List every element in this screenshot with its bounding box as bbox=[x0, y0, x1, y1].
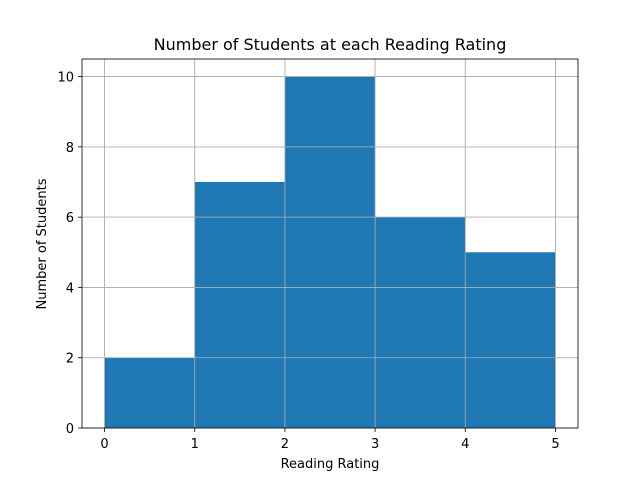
x-tick-label: 2 bbox=[281, 437, 289, 452]
y-tick-label: 0 bbox=[66, 422, 74, 437]
x-tick-label: 4 bbox=[461, 437, 469, 452]
bars-layer bbox=[104, 76, 556, 429]
histogram-bar bbox=[465, 252, 556, 428]
y-tick-label: 4 bbox=[66, 281, 74, 296]
y-tick-label: 2 bbox=[66, 352, 74, 367]
axes-frame bbox=[81, 58, 579, 429]
histogram-bar bbox=[194, 182, 285, 428]
histogram-bar bbox=[284, 76, 376, 429]
ticks-layer: 0 1 2 3 4 5 0 2 4 6 8 10 bbox=[57, 71, 559, 452]
x-tick-label: 0 bbox=[100, 437, 108, 452]
plot-frame bbox=[81, 58, 579, 429]
chart-title: Number of Students at each Reading Ratin… bbox=[154, 35, 507, 54]
x-tick-label: 5 bbox=[551, 437, 559, 452]
histogram-bar bbox=[104, 357, 195, 428]
histogram-bar bbox=[375, 217, 466, 428]
y-tick-label: 6 bbox=[66, 211, 74, 226]
x-tick-label: 3 bbox=[371, 437, 379, 452]
y-tick-label: 8 bbox=[66, 141, 74, 156]
x-axis-label: Reading Rating bbox=[281, 457, 380, 472]
y-axis-label: Number of Students bbox=[35, 178, 50, 309]
y-tick-label: 10 bbox=[57, 71, 74, 86]
x-tick-label: 1 bbox=[191, 437, 199, 452]
